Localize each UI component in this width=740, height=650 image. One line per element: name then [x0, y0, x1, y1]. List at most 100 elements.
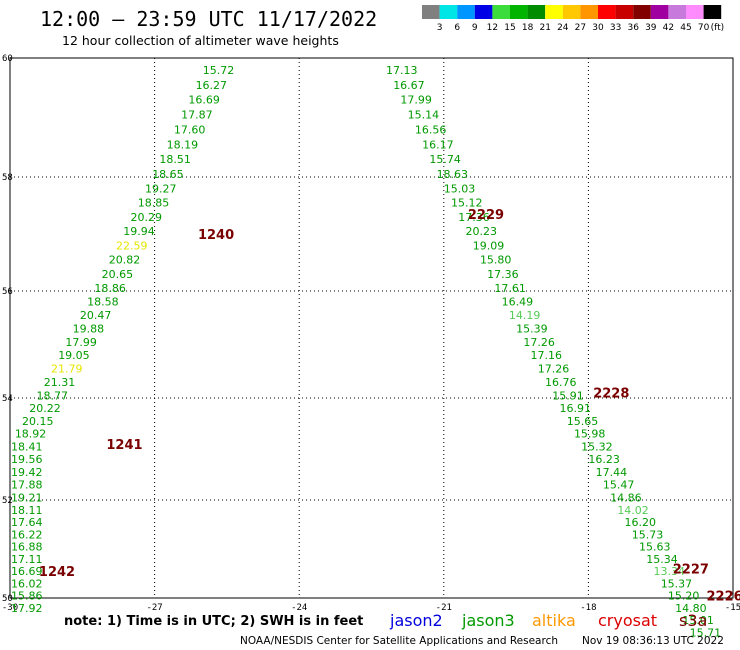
wave-height-value: 15.32: [581, 440, 613, 453]
wave-height-value: 14.80: [675, 602, 707, 615]
wave-height-value: 15.98: [574, 428, 606, 441]
wave-height-value: 17.36: [487, 268, 519, 281]
y-tick-label: 58: [2, 173, 13, 183]
mission-jason3: jason3: [461, 611, 515, 630]
legend-swatch: [457, 5, 475, 19]
wave-height-value: 15.91: [552, 389, 584, 402]
pass-number: 1242: [39, 565, 75, 580]
wave-height-value: 16.02: [11, 577, 43, 590]
legend-label: 42: [663, 23, 674, 33]
wave-height-value: 16.91: [559, 402, 591, 415]
wave-height-value: 17.99: [65, 336, 97, 349]
wave-height-value: 15.34: [646, 553, 678, 566]
plot-border: [9, 57, 734, 599]
legend-swatch: [474, 5, 493, 19]
wave-height-value: 18.77: [37, 389, 68, 402]
wave-height-value: 15.63: [639, 541, 671, 554]
map-subtitle: 12 hour collection of altimeter wave hei…: [62, 33, 339, 48]
wave-height-value: 15.12: [451, 197, 483, 210]
wave-height-value: 19.94: [123, 225, 154, 238]
mission-legend: jason2 jason3 altika cryosat s3a: [389, 611, 707, 630]
wave-height-value: 16.23: [588, 453, 620, 466]
wave-height-value: 18.63: [437, 168, 469, 181]
wave-height-value: 21.79: [51, 363, 83, 376]
legend-swatch: [562, 5, 581, 19]
wave-height-value: 16.69: [11, 565, 43, 578]
wave-height-value: 17.60: [174, 123, 206, 136]
legend-label: 70: [698, 23, 710, 33]
legend-swatch: [633, 5, 651, 19]
legend-swatch: [598, 5, 616, 19]
legend-swatch: [422, 5, 440, 19]
x-tick-label: -27: [146, 603, 162, 613]
wave-height-value: 18.58: [87, 296, 119, 309]
legend-label: 12: [487, 23, 498, 33]
legend-label: 27: [575, 23, 586, 33]
x-tick-label: -21: [436, 603, 452, 613]
wave-height-value: 18.51: [159, 153, 191, 166]
wave-height-value: 15.39: [516, 322, 548, 335]
wave-height-value: 16.22: [11, 528, 43, 541]
wave-height-value: 16.67: [393, 79, 425, 92]
wave-height-value: 18.65: [152, 168, 184, 181]
plot-frame: [9, 57, 734, 599]
wave-height-value: 16.20: [625, 516, 657, 529]
wave-height-value: 19.42: [11, 466, 43, 479]
wave-height-value: 17.36: [458, 211, 490, 224]
legend-label: 9: [472, 23, 478, 33]
wave-height-value: 14.19: [509, 309, 541, 322]
pass-number: 1241: [106, 438, 142, 453]
wave-height-value: 16.76: [545, 376, 577, 389]
wave-height-value: 22.59: [116, 239, 148, 252]
mission-cryosat: cryosat: [598, 611, 657, 630]
wave-height-value: 19.09: [473, 239, 505, 252]
legend-swatch: [527, 5, 546, 19]
legend-label: 45: [680, 23, 691, 33]
track-1241: 20.4719.8817.9919.0521.7921.3118.7720.22…: [11, 309, 143, 529]
wave-height-value: 16.17: [422, 138, 454, 151]
legend-label: 30: [592, 23, 604, 33]
wave-height-value: 18.11: [11, 504, 43, 517]
wave-height-value: 21.31: [44, 376, 76, 389]
wave-height-value: 16.27: [196, 79, 228, 92]
map-title: 12:00 – 23:59 UTC 11/17/2022: [40, 7, 377, 31]
x-tick-label: -15: [725, 603, 740, 613]
legend-label: 3: [437, 23, 443, 33]
wave-height-value: 20.82: [109, 254, 141, 267]
legend-label: 24: [557, 23, 569, 33]
wave-height-value: 18.85: [138, 197, 170, 210]
pass-number: 2226: [706, 590, 740, 605]
y-tick-label: 52: [2, 496, 13, 506]
y-tick-label: 54: [2, 394, 13, 404]
legend-swatch: [650, 5, 669, 19]
wave-height-value: 18.41: [11, 440, 43, 453]
wave-height-value: 15.47: [603, 479, 635, 492]
y-tick-label: 56: [2, 287, 13, 297]
wave-height-value: 20.65: [102, 268, 134, 281]
mission-jason2: jason2: [389, 611, 443, 630]
wave-height-value: 20.23: [465, 225, 497, 238]
wave-height-value: 19.21: [11, 491, 43, 504]
grid-lines: [10, 58, 733, 598]
wave-height-value: 19.56: [11, 453, 43, 466]
wave-height-value: 18.86: [94, 282, 126, 295]
x-tick-label: -18: [580, 603, 596, 613]
y-tick-label: 50: [2, 594, 13, 604]
wave-height-value: 17.44: [596, 466, 628, 479]
wave-height-value: 16.49: [502, 296, 534, 309]
wave-height-value: 15.72: [203, 64, 235, 77]
legend-label: 15: [504, 23, 515, 33]
wave-height-value: 16.88: [11, 541, 43, 554]
wave-height-value: 17.26: [538, 363, 570, 376]
wave-height-value: 19.88: [73, 322, 105, 335]
axis-ticks: -30 -27 -24 -21 -18 -15 60 58 56 54 52 50: [2, 54, 740, 613]
wave-height-value: 16.69: [188, 94, 220, 107]
legend-unit: (ft): [711, 23, 725, 33]
legend-label: 6: [454, 23, 460, 33]
wave-height-value: 15.01: [682, 614, 714, 627]
